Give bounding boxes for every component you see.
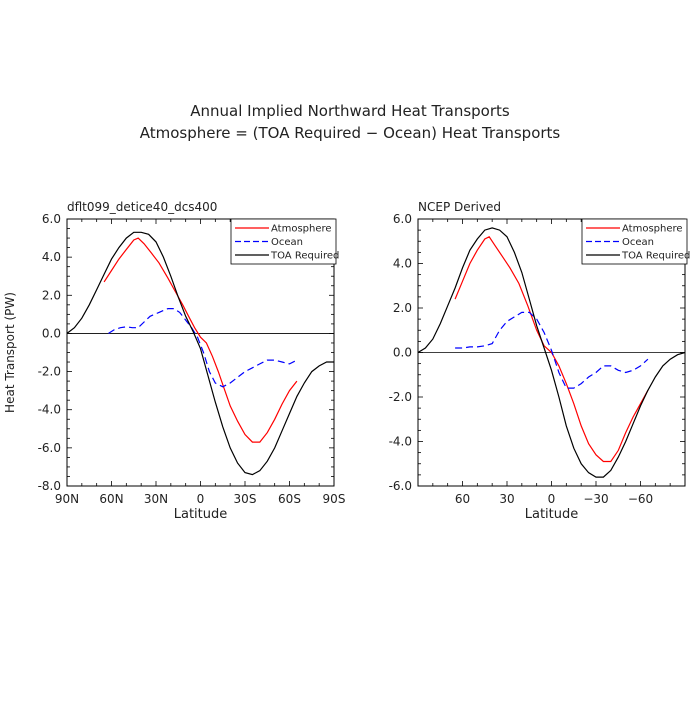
chart-0-legend-label: TOA Required [270,251,339,262]
chart-1-x-tick-label: 60 [455,492,470,506]
chart-1-y-tick-label: 2.0 [393,301,412,315]
chart-0-x-tick-label: 30S [234,492,257,506]
chart-0-y-tick-label: -2.0 [38,365,61,379]
chart-1-x-axis-label: Latitude [525,507,579,522]
chart-0-series-toa-required-line [66,231,334,476]
chart-1-series-atmosphere-line [454,236,649,463]
chart-0-x-tick-label: 60S [278,492,301,506]
chart-1-series-toa-required-line [417,227,686,478]
chart-1-series-ocean-line [455,311,649,389]
figure-title-line2: Atmosphere = (TOA Required − Ocean) Heat… [140,124,561,142]
chart-0-y-tick-label: 2.0 [42,288,61,302]
chart-0-x-tick-label: 90S [323,492,346,506]
chart-0-legend-label: Atmosphere [271,224,332,235]
chart-1-y-tick-label: -6.0 [389,479,412,493]
chart-0-series-ocean-line [108,308,298,388]
chart-0-panel-title: dflt099_detice40_dcs400 [67,200,217,214]
chart-1-y-tick-label: -4.0 [389,435,412,449]
chart-1-y-tick-label: 4.0 [393,257,412,271]
chart-0-y-tick-label: 4.0 [42,250,61,264]
chart-0-x-tick-label: 90N [55,492,79,506]
chart-0-x-axis-label: Latitude [174,507,228,522]
chart-0-y-tick-label: 0.0 [42,326,61,340]
chart-1-legend-label: Atmosphere [622,224,683,235]
chart-0-y-tick-label: -4.0 [38,403,61,417]
chart-0-x-tick-label: 60N [99,492,123,506]
chart-1-x-tick-label: −30 [583,492,608,506]
chart-0-x-tick-label: 0 [197,492,205,506]
chart-1-x-tick-label: −60 [628,492,653,506]
chart-1-y-tick-label: 0.0 [393,346,412,360]
chart-1-x-tick-label: 0 [548,492,556,506]
chart-1-panel-title: NCEP Derived [418,200,501,214]
chart-1-x-tick-label: 30 [499,492,514,506]
chart-1-legend-label: Ocean [622,237,654,248]
chart-0-y-axis-label: Heat Transport (PW) [3,292,17,413]
figure-title-line1: Annual Implied Northward Heat Transports [190,102,510,120]
chart-1-y-tick-label: 6.0 [393,212,412,226]
chart-1-legend-label: TOA Required [621,251,690,262]
chart-0-legend-label: Ocean [271,237,303,248]
chart-0-y-tick-label: -8.0 [38,479,61,493]
chart-0-x-tick-label: 30N [144,492,168,506]
chart-0-y-tick-label: -6.0 [38,441,61,455]
chart-0-y-tick-label: 6.0 [42,212,61,226]
ncep-heat-transport-panel: 6.0 4.0 2.0 0.0 -2.0 -4.0 -6.0 60 30 0 −30 −60 Latit… [389,200,691,522]
chart-0-series-atmosphere-line [103,237,298,443]
chart-1-y-tick-label: -2.0 [389,390,412,404]
